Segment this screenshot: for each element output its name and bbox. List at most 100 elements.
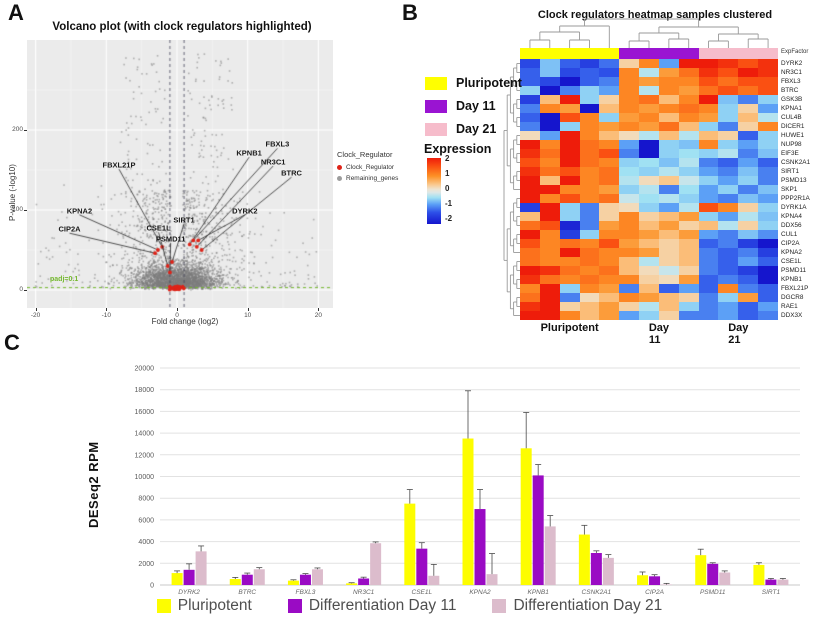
- heatmap-cell: [718, 311, 739, 320]
- heatmap-cell: [619, 104, 640, 113]
- heatmap-cell: [520, 86, 540, 95]
- heatmap-cell: [539, 293, 560, 302]
- bar-cip2a-pluripotent: [637, 575, 649, 585]
- heatmap-cell: [520, 104, 540, 113]
- barchart-legend-item: Differentiation Day 21: [492, 597, 662, 615]
- bar-csnk2a1-pluripotent: [578, 534, 590, 585]
- heatmap-cell: [698, 266, 719, 275]
- gene-label-kpnb1: KPNB1: [236, 148, 262, 158]
- heatmap-cell: [639, 104, 659, 113]
- heatmap-cell: [718, 185, 739, 194]
- heatmap-cell: [539, 203, 560, 212]
- heatmap-cell: [539, 86, 560, 95]
- heatmap-cell: [579, 59, 600, 68]
- heatmap-group-label: Pluripotent: [540, 322, 599, 334]
- heatmap-cell: [539, 212, 560, 221]
- heatmap-cell: [539, 194, 560, 203]
- y-tick-label: 0: [150, 583, 154, 590]
- heatmap-cell: [559, 284, 580, 293]
- heatmap-cell: [698, 113, 719, 122]
- heatmap-cell: [718, 158, 739, 167]
- heatmap-row-label: DDX56: [781, 222, 802, 229]
- heatmap-cell: [658, 266, 679, 275]
- heatmap-cell: [718, 95, 739, 104]
- bar-csnk2a1-day11: [590, 552, 602, 585]
- heatmap-cell: [678, 284, 699, 293]
- heatmap-cell: [758, 131, 778, 140]
- bar-kpna2-day11: [474, 509, 486, 585]
- heatmap-cell: [639, 248, 659, 257]
- bar-nr3c1-day11: [358, 578, 370, 585]
- heatmap-cell: [758, 221, 778, 230]
- group-legend-item: Day 21: [425, 122, 522, 136]
- heatmap-cell: [738, 95, 759, 104]
- heatmap-cell: [599, 230, 620, 239]
- heatmap-cell: [678, 122, 699, 131]
- legend-item-label: Remaining_genes: [346, 175, 399, 182]
- heatmap-cell: [678, 113, 699, 122]
- heatmap-cell: [698, 95, 719, 104]
- heatmap-cell: [579, 311, 600, 320]
- heatmap-row-label: NR3C1: [781, 69, 802, 76]
- heatmap-cell: [718, 68, 739, 77]
- annotation-segment-day-21: [698, 48, 778, 59]
- heatmap-cell: [658, 59, 679, 68]
- heatmap-cell: [678, 68, 699, 77]
- heatmap-cell: [520, 293, 540, 302]
- heatmap-cell: [639, 230, 659, 239]
- heatmap-cell: [599, 77, 620, 86]
- heatmap-cell: [539, 239, 560, 248]
- category-label: DYRK2: [178, 589, 200, 596]
- panel-a-label: A: [8, 0, 24, 25]
- heatmap-cell: [658, 248, 679, 257]
- heatmap-cell: [619, 257, 640, 266]
- heatmap-cell: [639, 77, 659, 86]
- heatmap-cell: [579, 302, 600, 311]
- heatmap-cell: [639, 266, 659, 275]
- bar-csnk2a1-day21: [602, 557, 614, 585]
- series-legend-label: Differentiation Day 21: [513, 597, 663, 614]
- heatmap-cell: [639, 131, 659, 140]
- bar-nr3c1-pluripotent: [346, 583, 358, 585]
- heatmap-cell: [698, 140, 719, 149]
- heatmap-cell: [758, 167, 778, 176]
- heatmap-cell: [539, 185, 560, 194]
- heatmap-cell: [639, 95, 659, 104]
- heatmap-cell: [559, 77, 580, 86]
- heatmap-cell: [698, 104, 719, 113]
- heatmap-cell: [559, 131, 580, 140]
- heatmap-cell: [619, 194, 640, 203]
- group-legend-label: Day 21: [456, 122, 497, 136]
- heatmap-cell: [579, 176, 600, 185]
- heatmap-cell: [579, 248, 600, 257]
- heatmap-cell: [738, 302, 759, 311]
- heatmap-cell: [559, 311, 580, 320]
- heatmap-cell: [738, 221, 759, 230]
- heatmap-cell: [758, 311, 778, 320]
- group-swatch-icon: [425, 99, 447, 113]
- heatmap-cell: [639, 311, 659, 320]
- heatmap-cell: [520, 68, 540, 77]
- heatmap-cell: [559, 248, 580, 257]
- group-legend-label: Day 11: [456, 99, 496, 113]
- heatmap-cell: [520, 239, 540, 248]
- bar-cse1l-day11: [416, 548, 428, 585]
- bar-sirt1-day21: [777, 579, 789, 585]
- expression-tick-label: -2: [445, 214, 453, 223]
- heatmap-cell: [639, 68, 659, 77]
- heatmap-title: Clock regulators heatmap samples cluster…: [537, 9, 773, 21]
- gene-label-btrc: BTRC: [281, 168, 302, 178]
- heatmap-cell: [520, 176, 540, 185]
- series-legend-label: Pluripotent: [177, 597, 252, 614]
- heatmap-cell: [639, 59, 659, 68]
- heatmap-cell: [619, 95, 640, 104]
- heatmap-cell: [698, 248, 719, 257]
- heatmap-cell: [539, 167, 560, 176]
- heatmap-cell: [678, 158, 699, 167]
- heatmap-row-label: FBXL21P: [781, 285, 809, 292]
- heatmap-cell: [520, 95, 540, 104]
- bar-fbxl3-day11: [299, 574, 311, 585]
- x-tick-label: -20: [30, 312, 41, 319]
- heatmap-cell: [758, 212, 778, 221]
- heatmap-cell: [698, 230, 719, 239]
